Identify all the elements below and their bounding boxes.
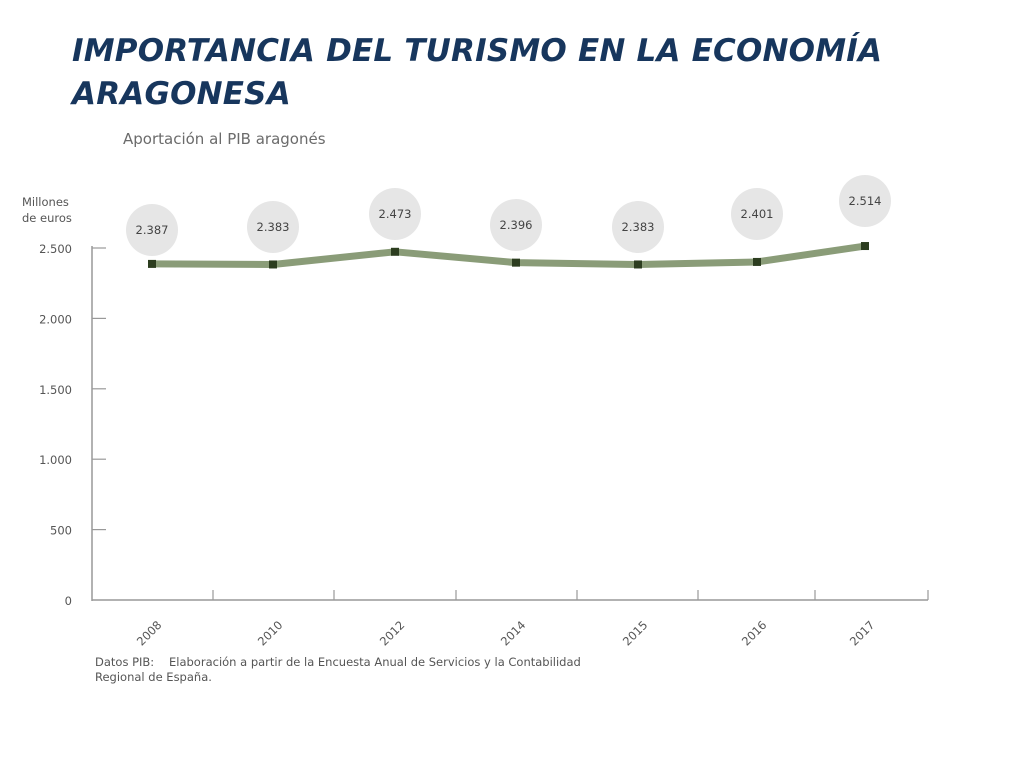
source-label: Datos PIB: bbox=[95, 655, 155, 669]
data-point bbox=[148, 259, 156, 268]
y-tick-label: 2.000 bbox=[39, 312, 72, 326]
data-label: 2.387 bbox=[136, 223, 169, 237]
x-tick-label: 2017 bbox=[847, 618, 878, 649]
data-point bbox=[391, 247, 399, 256]
value-bubble bbox=[490, 199, 542, 251]
y-axis-unit-line-1: Millones bbox=[22, 195, 69, 209]
source-note: Datos PIB: Elaboración a partir de la Enc… bbox=[95, 655, 615, 685]
x-tick-label: 2008 bbox=[134, 618, 165, 649]
data-point bbox=[512, 258, 520, 267]
data-label: 2.383 bbox=[622, 220, 655, 234]
slide-title: IMPORTANCIA DEL TURISMO EN LA ECONOMÍA A… bbox=[72, 30, 972, 116]
value-bubble bbox=[612, 201, 664, 253]
data-label: 2.383 bbox=[257, 220, 290, 234]
y-axis-unit-line-2: de euros bbox=[22, 211, 72, 225]
data-point bbox=[861, 242, 869, 251]
y-tick-label: 0 bbox=[65, 594, 72, 608]
x-tick-label: 2015 bbox=[620, 618, 651, 649]
data-point bbox=[269, 260, 277, 269]
data-label: 2.473 bbox=[379, 207, 412, 221]
value-bubble bbox=[839, 175, 891, 227]
chart-title: Aportación al PIB aragonés bbox=[123, 130, 326, 148]
y-tick-label: 500 bbox=[50, 524, 72, 538]
y-tick-label: 2.500 bbox=[39, 242, 72, 256]
x-tick-label: 2012 bbox=[377, 618, 408, 649]
x-tick-label: 2010 bbox=[255, 618, 286, 649]
y-axis-unit-label: Millones de euros bbox=[22, 194, 92, 226]
data-label: 2.396 bbox=[500, 218, 533, 232]
y-tick-label: 1.000 bbox=[39, 453, 72, 467]
data-point bbox=[753, 257, 761, 266]
y-tick-label: 1.500 bbox=[39, 383, 72, 397]
value-bubble bbox=[369, 188, 421, 240]
value-bubble bbox=[126, 204, 178, 256]
source-text-line-1: Elaboración a partir de la Encuesta Anua… bbox=[169, 655, 581, 669]
data-label: 2.514 bbox=[849, 194, 882, 208]
value-bubble bbox=[247, 201, 299, 253]
source-text-line-2: Regional de España. bbox=[95, 670, 212, 684]
x-tick-label: 2014 bbox=[498, 618, 529, 649]
x-tick-label: 2016 bbox=[739, 618, 770, 649]
value-bubble bbox=[731, 188, 783, 240]
data-point bbox=[634, 260, 642, 269]
slide-title-line-1: IMPORTANCIA DEL TURISMO EN LA ECONOMÍA bbox=[72, 33, 883, 69]
slide-title-line-2: ARAGONESA bbox=[72, 76, 291, 112]
data-label: 2.401 bbox=[741, 207, 774, 221]
